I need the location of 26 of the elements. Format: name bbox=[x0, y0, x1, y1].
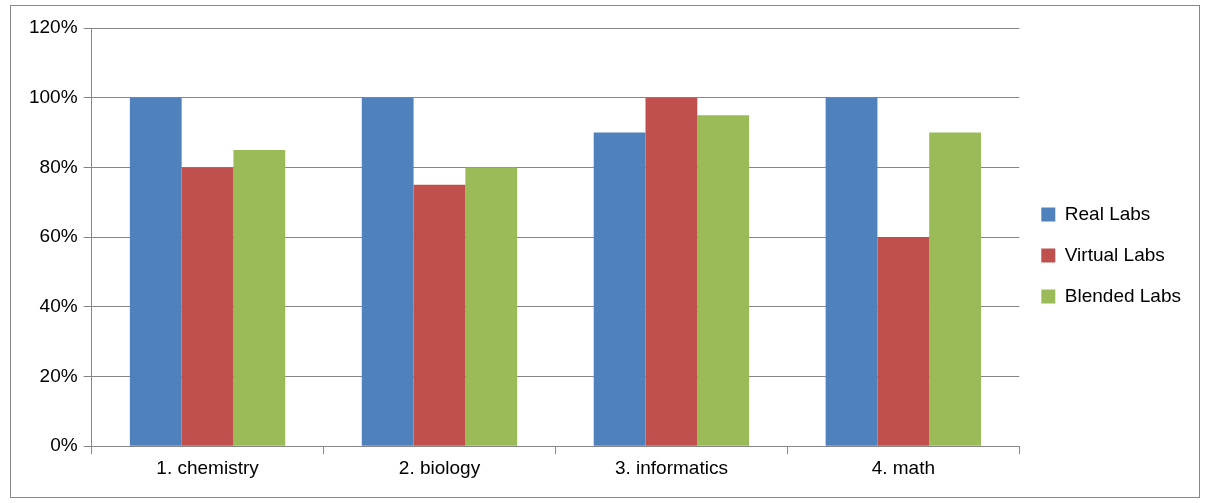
x-tick-label: 3. informatics bbox=[614, 456, 728, 478]
bar bbox=[697, 115, 750, 446]
bar bbox=[593, 132, 646, 446]
bar bbox=[361, 97, 414, 446]
y-tick-label: 20% bbox=[39, 364, 78, 386]
y-tick-label: 60% bbox=[39, 225, 78, 247]
x-tick-label: 2. biology bbox=[398, 456, 481, 478]
y-tick-label: 40% bbox=[39, 295, 78, 317]
bar bbox=[645, 97, 698, 446]
legend-label: Real Labs bbox=[1064, 202, 1151, 224]
y-tick-label: 80% bbox=[39, 155, 78, 177]
y-tick-label: 100% bbox=[28, 85, 78, 107]
x-tick-label: 1. chemistry bbox=[156, 456, 260, 478]
bar bbox=[181, 167, 234, 446]
bar bbox=[413, 184, 466, 446]
legend-label: Blended Labs bbox=[1064, 284, 1182, 306]
y-tick-label: 0% bbox=[50, 434, 78, 456]
bar bbox=[825, 97, 878, 446]
bar bbox=[929, 132, 982, 446]
bar bbox=[233, 149, 286, 446]
y-tick-label: 120% bbox=[28, 16, 78, 38]
x-tick-label: 4. math bbox=[871, 456, 936, 478]
bar bbox=[129, 97, 182, 446]
bar bbox=[465, 167, 518, 446]
bar bbox=[877, 237, 930, 446]
legend-label: Virtual Labs bbox=[1064, 243, 1165, 265]
